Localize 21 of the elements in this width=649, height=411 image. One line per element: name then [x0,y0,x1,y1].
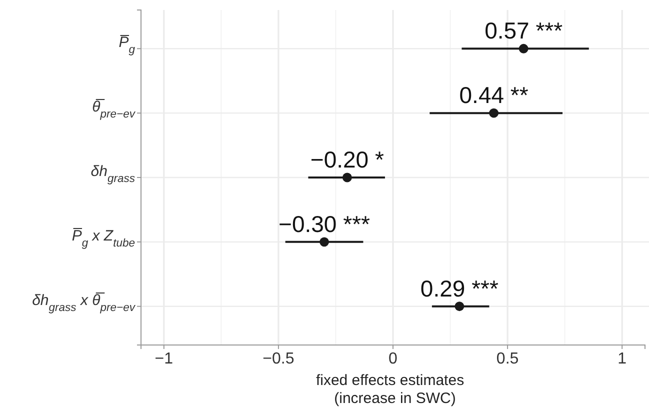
y-tick-label: θ̅$_{pre−ev}$ [92,98,136,121]
data-label: 0.29 *** [420,275,498,302]
point [518,44,528,54]
point [320,237,329,247]
y-tick-label: P̅$_{g}$ x Z$_{tube}$ [72,227,135,250]
y-tick-label: P̅$_{g}$ [118,34,136,56]
x-tick-label: 1 [618,350,627,368]
point [342,172,352,182]
data-label: 0.57 *** [484,18,563,44]
x-tick-label: 0.5 [496,350,519,368]
data-label: −0.30 *** [278,210,370,237]
data-label: 0.44 ** [459,82,528,108]
x-axis-title: fixed effects estimates (increase in SWC) [316,372,464,407]
x-tick-label: 0 [388,350,398,368]
data-label: −0.20 * [310,146,384,172]
point [454,302,464,312]
y-tick-label: δh$_{grass}$ [90,163,136,185]
x-tick-label: −0.5 [262,350,294,368]
point [489,108,499,118]
x-tick-label: −1 [154,350,174,368]
y-tick-label: δh$_{grass}$ x θ̅$_{pre−ev}$ [32,292,136,314]
